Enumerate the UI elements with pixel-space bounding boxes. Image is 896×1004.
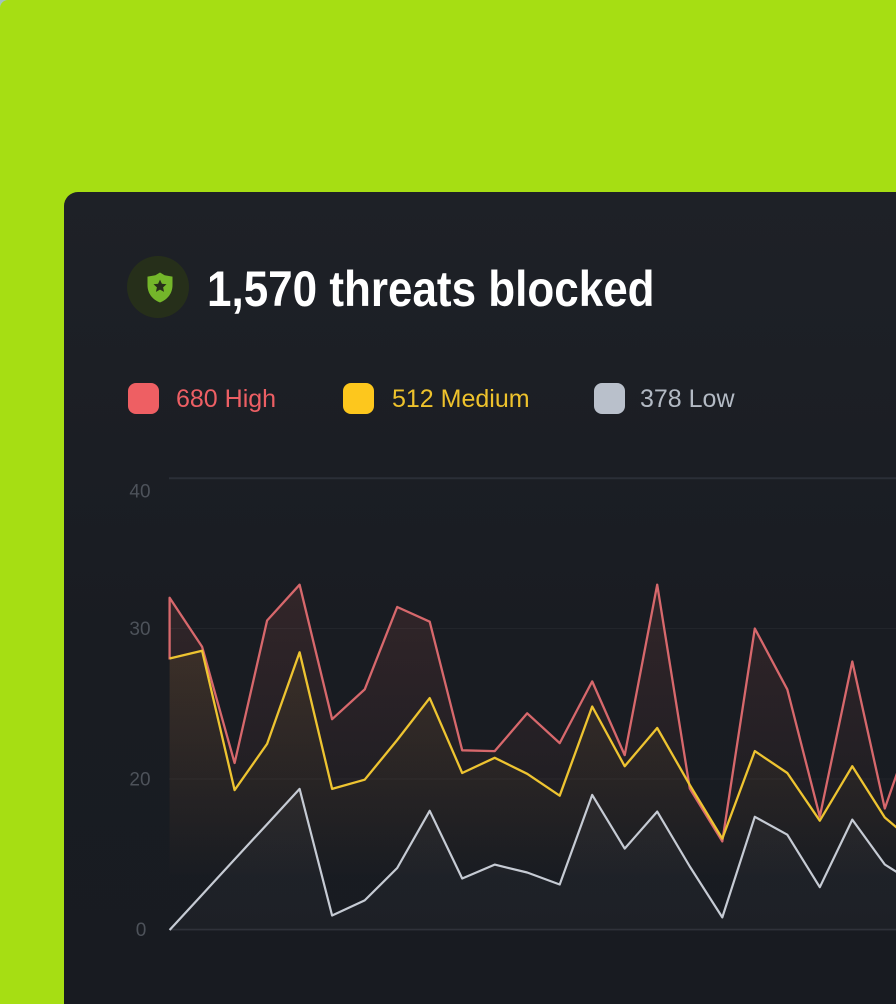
svg-text:0: 0 [136,920,147,941]
svg-text:40: 40 [129,482,150,503]
svg-text:30: 30 [129,619,150,640]
svg-text:20: 20 [129,770,150,791]
